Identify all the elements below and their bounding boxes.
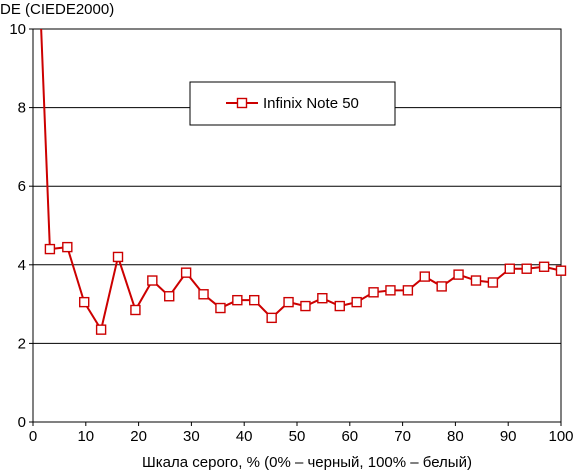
data-point — [130, 304, 141, 316]
data-point — [351, 296, 362, 308]
data-point — [368, 287, 379, 298]
x-tick-label-30: 30 — [183, 428, 200, 445]
data-point — [402, 285, 414, 296]
x-axis-ticks: 0 10 20 30 40 50 60 70 80 90 100 — [29, 422, 573, 445]
legend-box — [189, 81, 396, 126]
y-tick-label-10: 10 — [9, 21, 26, 38]
data-point — [317, 293, 328, 304]
data-point — [198, 289, 209, 300]
x-tick-label-40: 40 — [236, 428, 253, 445]
x-tick-label-70: 70 — [394, 428, 411, 445]
data-point — [470, 275, 482, 286]
y-axis-label: DE (CIEDE2000) — [0, 1, 114, 18]
data-point — [555, 265, 567, 276]
x-tick-label-0: 0 — [29, 428, 37, 445]
data-point — [180, 267, 192, 278]
x-tick-label-60: 60 — [341, 428, 358, 445]
y-tick-label-4: 4 — [18, 257, 26, 274]
data-point — [79, 296, 90, 308]
data-point — [283, 296, 294, 308]
legend: Infinix Note 50 — [189, 81, 396, 126]
data-point — [232, 294, 243, 306]
gridlines — [33, 107, 561, 344]
x-tick-label-100: 100 — [548, 428, 573, 445]
data-point — [538, 261, 550, 272]
data-point — [504, 263, 515, 274]
data-point — [487, 277, 499, 288]
y-tick-label-6: 6 — [18, 178, 26, 195]
y-tick-label-0: 0 — [18, 414, 26, 431]
data-point — [385, 285, 396, 296]
data-point — [453, 269, 464, 280]
y-tick-label-8: 8 — [18, 100, 26, 117]
data-point — [266, 312, 277, 324]
data-point — [436, 281, 447, 292]
data-point — [334, 300, 345, 312]
data-point — [215, 302, 226, 314]
x-tick-label-10: 10 — [77, 428, 94, 445]
data-point — [95, 324, 107, 335]
data-point — [249, 294, 260, 306]
data-point — [62, 241, 73, 253]
series-line — [40, 29, 561, 333]
x-tick-label-20: 20 — [130, 428, 147, 445]
data-point — [164, 291, 175, 302]
x-tick-label-50: 50 — [289, 428, 306, 445]
y-axis-ticks: 0 2 4 6 8 10 — [9, 21, 33, 431]
x-axis-label: Шкала серого, % (0% – черный, 100% – бел… — [142, 454, 472, 471]
data-point — [521, 263, 532, 274]
data-point — [44, 243, 56, 255]
y-tick-label-2: 2 — [18, 335, 26, 352]
data-point — [112, 251, 124, 263]
series-group — [40, 29, 567, 335]
x-tick-label-80: 80 — [447, 428, 464, 445]
legend-series-label: Infinix Note 50 — [263, 95, 359, 112]
x-tick-label-90: 90 — [500, 428, 517, 445]
legend-marker-swatch — [236, 97, 248, 109]
data-point — [147, 275, 158, 286]
data-point — [300, 300, 311, 312]
data-point — [419, 271, 430, 282]
